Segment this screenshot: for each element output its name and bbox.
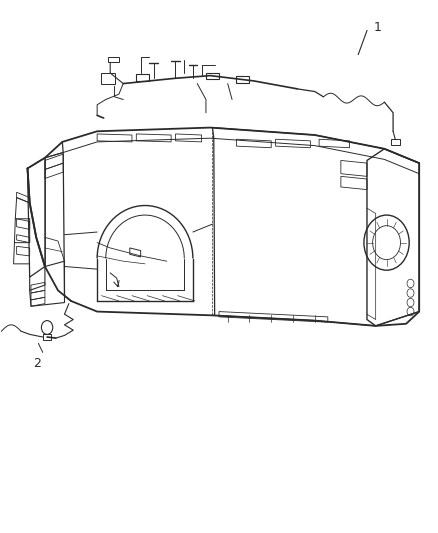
Text: 1: 1 xyxy=(374,21,381,35)
Text: 2: 2 xyxy=(33,357,41,370)
